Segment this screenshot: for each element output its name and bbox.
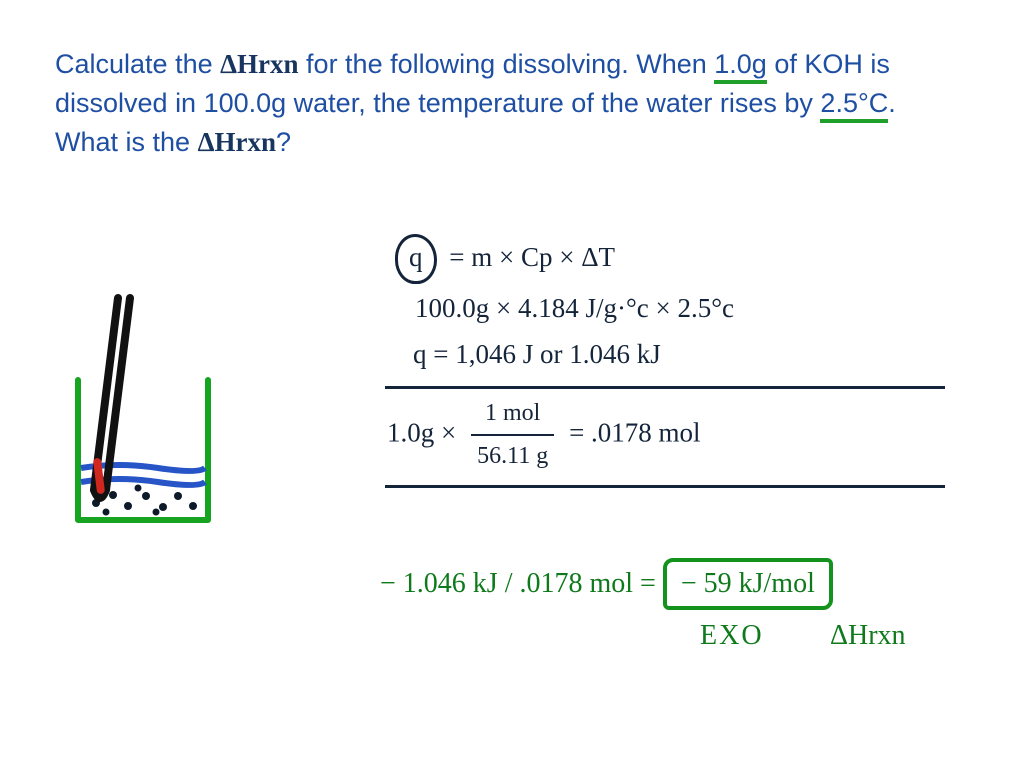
mol-result: = .0178 mol (569, 417, 700, 447)
final-answer: − 59 kJ/mol (681, 568, 815, 599)
divider-1 (385, 386, 945, 389)
delta-h-rxn-2: ΔHrxn (198, 127, 276, 157)
problem-part5: ? (276, 127, 291, 157)
exo-label: EXO (700, 620, 764, 652)
beaker-diagram (48, 290, 238, 550)
mol-lhs: 1.0g × (387, 417, 456, 447)
problem-part1: Calculate the (55, 49, 220, 79)
problem-part2: for the following dissolving. When (299, 49, 715, 79)
worked-solution: q = m × Cp × ΔT 100.0g × 4.184 J/g·°c × … (395, 230, 945, 494)
problem-statement: Calculate the ΔHrxn for the following di… (55, 45, 955, 162)
final-calc-line: − 1.046 kJ / .0178 mol = − 59 kJ/mol (380, 558, 833, 610)
mol-denominator: 56.11 g (477, 436, 548, 475)
delta-h-rxn-label: ΔHrxn (830, 620, 906, 652)
mass-koh: 1.0g (714, 49, 767, 84)
delta-t: 2.5°C (820, 88, 888, 123)
q-formula: = m × Cp × ΔT (449, 242, 615, 272)
mol-fraction: 1 mol 56.11 g (471, 395, 554, 475)
final-answer-box: − 59 kJ/mol (663, 558, 833, 610)
q-result: q = 1,046 J or 1.046 kJ (413, 334, 945, 376)
delta-h-rxn-1: ΔHrxn (220, 49, 298, 79)
mol-numerator: 1 mol (471, 395, 554, 436)
divider-2 (385, 485, 945, 488)
final-calc: − 1.046 kJ / .0178 mol = (380, 568, 656, 599)
heat-symbol-circled: q (395, 234, 437, 284)
q-plug-values: 100.0g × 4.184 J/g·°c × 2.5°c (415, 288, 945, 330)
